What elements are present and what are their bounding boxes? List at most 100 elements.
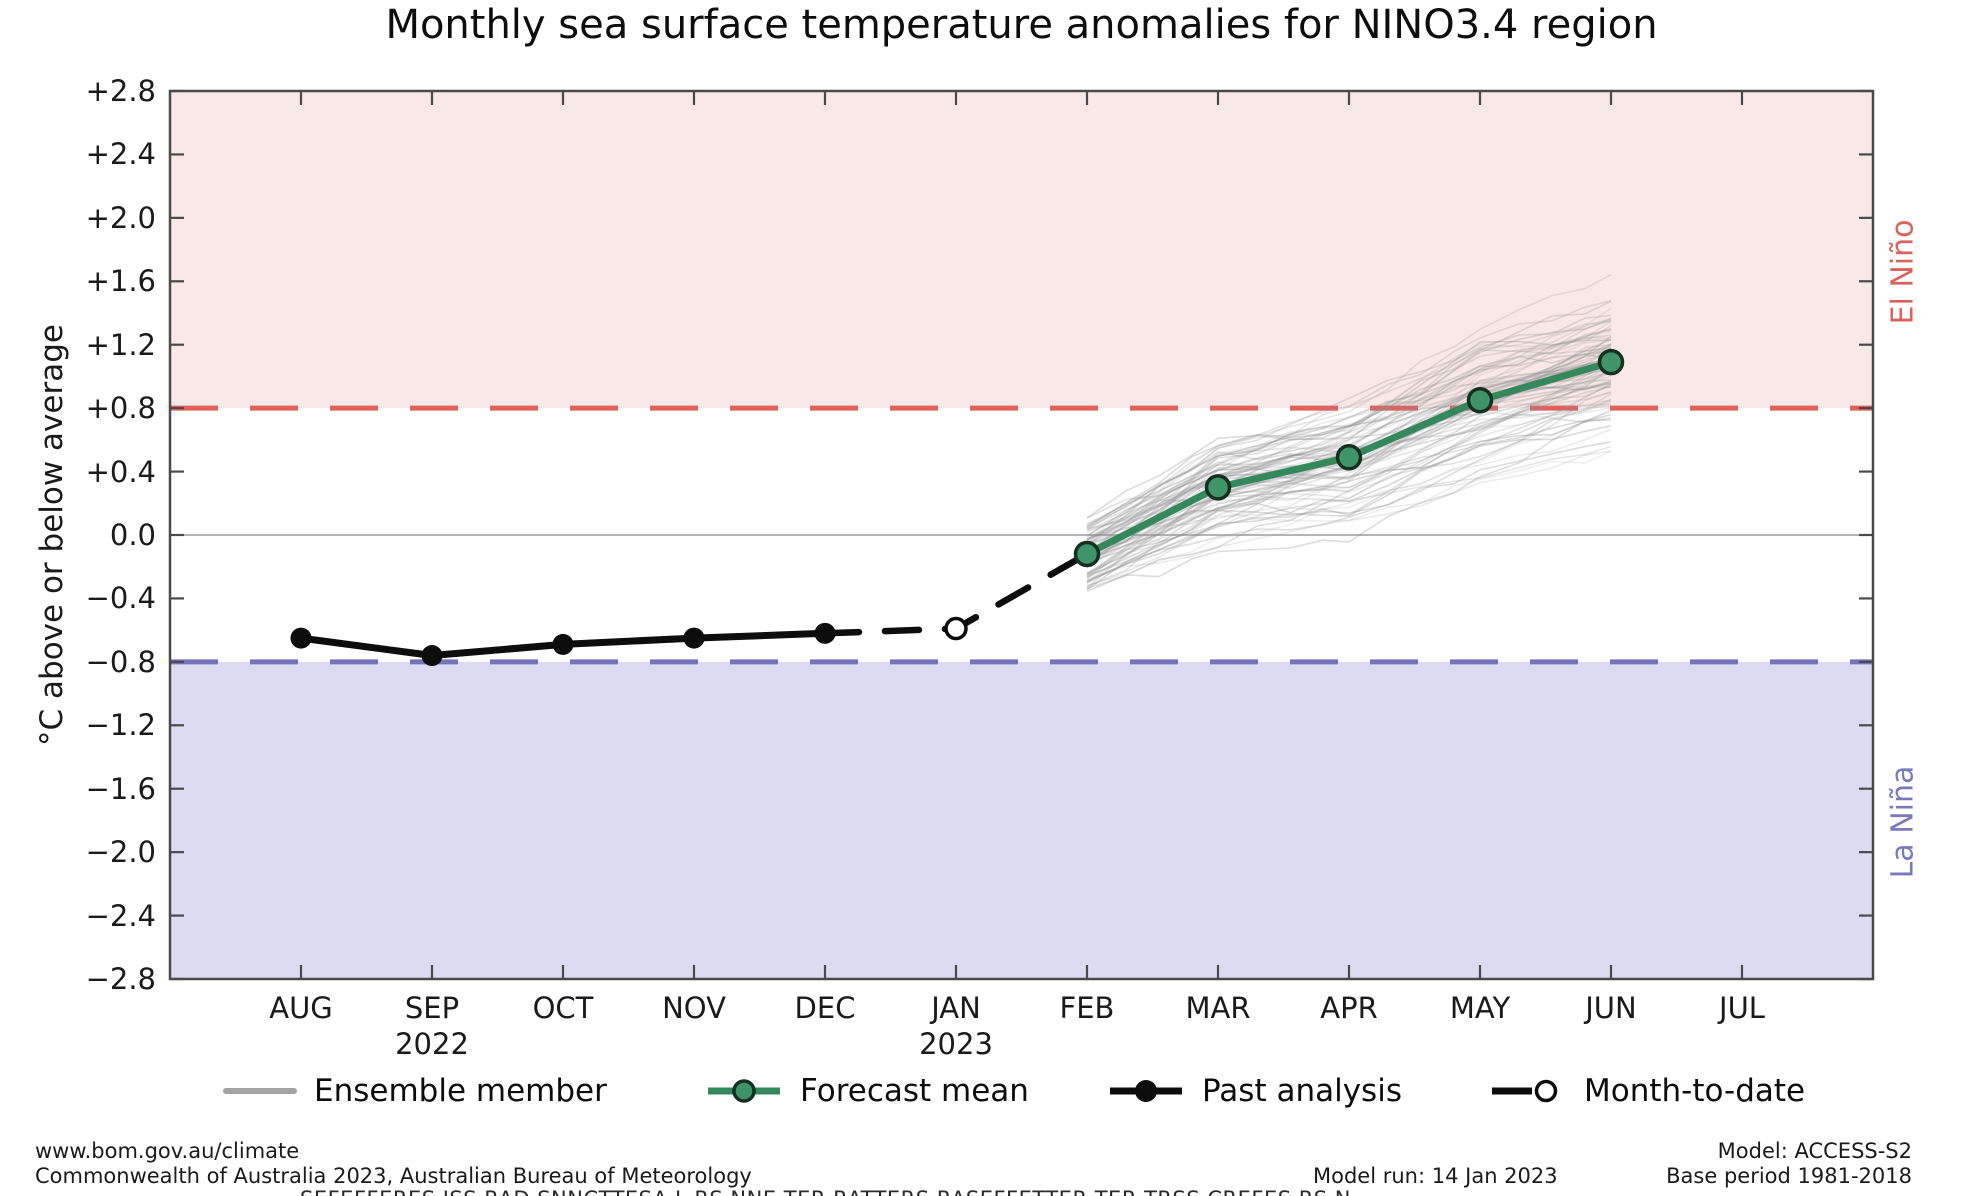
legend-item-month-to-date: Month-to-date bbox=[1488, 1062, 1805, 1120]
ensemble-member-line bbox=[1086, 320, 1612, 562]
y-tick-label: +2.0 bbox=[85, 200, 156, 235]
el-nino-region-label: El Niño bbox=[1885, 219, 1921, 325]
past-analysis-point bbox=[552, 633, 574, 655]
y-tick-label: −2.4 bbox=[85, 898, 156, 933]
x-tick-label: SEP bbox=[404, 991, 460, 1025]
x-tick-label: NOV bbox=[662, 991, 726, 1025]
ensemble-member-line bbox=[1086, 381, 1612, 537]
ensemble-member-line bbox=[1086, 398, 1612, 577]
ensemble-member-line bbox=[1086, 329, 1612, 555]
legend-item-past-analysis: Past analysis bbox=[1106, 1062, 1402, 1120]
y-tick-label: +1.2 bbox=[85, 327, 156, 362]
x-tick-label: JUN bbox=[1585, 991, 1637, 1025]
el-nino-band bbox=[170, 91, 1873, 409]
ensemble-member-line bbox=[1086, 367, 1612, 575]
footer-model: Model: ACCESS-S2 bbox=[1717, 1139, 1912, 1163]
y-tick-label: +1.6 bbox=[85, 264, 156, 299]
past-analysis-point bbox=[290, 627, 312, 649]
ensemble-member-line bbox=[1086, 356, 1612, 533]
month-to-date-line-icon bbox=[1492, 1079, 1558, 1103]
x-tick-label: MAY bbox=[1449, 991, 1511, 1025]
x-tick-label: AUG bbox=[269, 991, 333, 1025]
ensemble-member-line bbox=[1086, 368, 1612, 541]
ensemble-member-line bbox=[1086, 359, 1612, 588]
y-tick-label: +0.4 bbox=[85, 454, 156, 489]
ensemble-member-line bbox=[1086, 299, 1612, 537]
footer-copyright: Commonwealth of Australia 2023, Australi… bbox=[35, 1164, 752, 1188]
ensemble-member-line bbox=[1086, 391, 1612, 545]
ensemble-member-line bbox=[1086, 428, 1612, 578]
legend-label: Ensemble member bbox=[314, 1073, 607, 1109]
x-tick-label: FEB bbox=[1059, 991, 1115, 1025]
ensemble-member-line bbox=[1086, 334, 1612, 558]
clipped-text-line: SEFEFFERES JSS RAD SNNCTTESA L RS NNE TE… bbox=[300, 1187, 1550, 1196]
legend-label: Month-to-date bbox=[1584, 1073, 1806, 1109]
la-nina-band bbox=[170, 661, 1873, 979]
ensemble-member-line bbox=[1086, 417, 1612, 561]
y-tick-label: +2.4 bbox=[85, 137, 156, 172]
footer-right: Model: ACCESS-S2 Base period 1981-2018 bbox=[1666, 1139, 1912, 1189]
ensemble-member-line bbox=[1086, 411, 1612, 586]
y-tick-label: −2.8 bbox=[85, 962, 156, 996]
forecast-mean-point bbox=[1597, 348, 1625, 376]
x-tick-label: MAR bbox=[1185, 991, 1251, 1025]
ensemble-member-line bbox=[1086, 425, 1612, 591]
past-analysis-point bbox=[421, 645, 443, 667]
ensemble-member-line bbox=[1086, 405, 1612, 576]
footer-website[interactable]: www.bom.gov.au/climate bbox=[35, 1139, 300, 1163]
x-tick-label: JAN bbox=[931, 991, 981, 1025]
forecast-mean-point bbox=[1335, 444, 1363, 471]
legend-label: Past analysis bbox=[1202, 1073, 1402, 1109]
month-to-date-point bbox=[944, 616, 968, 641]
x-tick-label: JUL bbox=[1719, 991, 1765, 1025]
ensemble-member-line bbox=[1086, 450, 1612, 549]
ensemble-member-line bbox=[1086, 314, 1612, 543]
chart-title: Monthly sea surface temperature anomalie… bbox=[385, 2, 1658, 48]
la-nina-region-label: La Niña bbox=[1885, 765, 1921, 879]
footer-model-run: Model run: 14 Jan 2023 bbox=[1313, 1164, 1558, 1188]
legend-item-forecast-mean: Forecast mean bbox=[704, 1062, 1029, 1120]
ensemble-member-line bbox=[1086, 375, 1612, 583]
ensemble-member-line bbox=[1086, 419, 1612, 582]
plot-border bbox=[168, 89, 1875, 981]
ensemble-member-line bbox=[1086, 445, 1612, 574]
y-tick-label: −0.4 bbox=[85, 581, 156, 616]
forecast-mean-line-icon bbox=[708, 1079, 780, 1103]
ensemble-member-line bbox=[1086, 353, 1612, 540]
forecast-mean-point bbox=[1073, 540, 1101, 568]
y-tick-label: +2.8 bbox=[85, 74, 156, 108]
past-analysis-line-icon bbox=[1110, 1080, 1182, 1102]
ensemble-member-line bbox=[1086, 300, 1612, 545]
ensemble-member-line bbox=[1086, 273, 1612, 527]
x-year-label: 2022 bbox=[395, 1027, 469, 1061]
legend-item-ensemble: Ensemble member bbox=[222, 1062, 607, 1120]
past-analysis-point bbox=[683, 627, 705, 649]
past-analysis-point bbox=[814, 622, 836, 644]
ensemble-member-line bbox=[1086, 328, 1612, 528]
legend: Ensemble member Forecast mean Past analy… bbox=[0, 1062, 1974, 1120]
ensemble-line-icon bbox=[223, 1088, 297, 1094]
ensemble-member-line bbox=[1086, 400, 1612, 561]
y-tick-label: −0.8 bbox=[85, 644, 156, 679]
ensemble-member-line bbox=[1086, 450, 1612, 581]
footer-base-period: Base period 1981-2018 bbox=[1666, 1164, 1912, 1188]
ensemble-member-line bbox=[1086, 345, 1612, 541]
y-tick-label: +0.8 bbox=[85, 391, 156, 426]
ensemble-member-line bbox=[1086, 367, 1612, 588]
y-tick-label: −2.0 bbox=[85, 835, 156, 870]
x-year-label: 2023 bbox=[919, 1027, 993, 1061]
y-tick-label: 0.0 bbox=[109, 518, 156, 552]
ensemble-member-line bbox=[1086, 363, 1612, 545]
ensemble-member-line bbox=[1086, 441, 1612, 540]
forecast-mean-point bbox=[1466, 386, 1494, 414]
ensemble-member-line bbox=[1086, 350, 1612, 569]
x-tick-label: DEC bbox=[794, 991, 856, 1025]
ensemble-member-line bbox=[1086, 366, 1612, 583]
ensemble-member-line bbox=[1086, 409, 1612, 563]
x-tick-label: OCT bbox=[532, 991, 594, 1025]
ensemble-member-line bbox=[1086, 359, 1612, 584]
legend-label: Forecast mean bbox=[800, 1073, 1029, 1109]
y-tick-label: −1.6 bbox=[85, 771, 156, 806]
